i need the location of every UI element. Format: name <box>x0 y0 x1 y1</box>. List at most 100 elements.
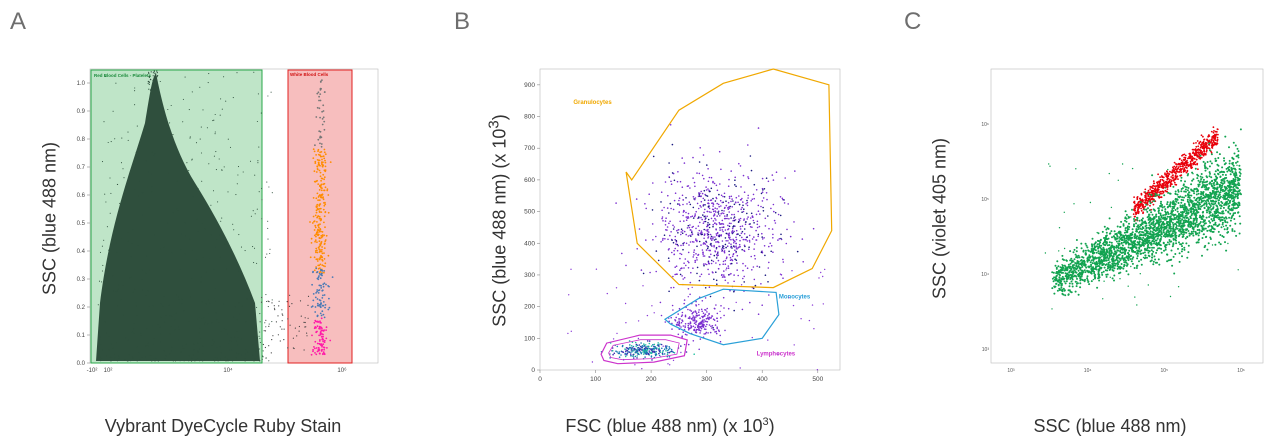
panel-b-data-point <box>671 304 674 307</box>
panel-a-data-point <box>103 239 105 241</box>
panel-b-data-point <box>570 268 572 270</box>
panel-b-data-point <box>783 202 786 204</box>
panel-c-data-point <box>1223 181 1226 184</box>
panel-c-data-point <box>1212 141 1215 143</box>
panel-b-data-point <box>700 244 702 246</box>
panel-a-data-point <box>152 305 154 307</box>
panel-b-y-axis-label-text: SSC (blue 488 nm) (x 10 <box>489 128 510 327</box>
panel-a-data-point <box>287 347 289 349</box>
panel-c-data-point <box>1151 187 1154 190</box>
panel-b-data-point <box>697 195 700 198</box>
panel-a-y-axis-label: SSC (blue 488 nm) <box>39 141 60 296</box>
panel-b-data-point <box>694 197 697 199</box>
panel-a-data-point <box>327 308 330 311</box>
panel-b-data-point <box>655 235 657 238</box>
panel-a-data-point <box>211 345 213 347</box>
panel-b-y-tick-label: 600 <box>524 177 535 184</box>
panel-a-data-point <box>318 210 321 213</box>
panel-c-data-point <box>1135 237 1138 240</box>
panel-a-data-point <box>321 110 323 113</box>
panel-b-data-point <box>731 259 734 262</box>
panel-b-data-point <box>735 245 737 247</box>
panel-a-data-point <box>298 325 300 328</box>
panel-c-data-point <box>1136 264 1139 267</box>
panel-c-data-point <box>1160 247 1163 250</box>
panel-b-data-point <box>724 329 726 332</box>
panel-c-data-point <box>1178 252 1181 255</box>
panel-b-data-point <box>712 210 715 213</box>
panel-a-data-point <box>315 209 318 212</box>
panel-b-data-point <box>698 161 701 163</box>
panel-a-data-point <box>148 305 150 308</box>
panel-c-data-point <box>1189 215 1192 218</box>
panel-b-gate-granulocytes <box>625 68 833 289</box>
panel-a-data-point <box>261 218 263 220</box>
panel-c-data-point <box>1151 174 1154 177</box>
panel-b-data-point <box>723 314 725 317</box>
panel-c-data-point <box>1190 183 1193 186</box>
panel-c-data-point <box>1236 160 1239 163</box>
panel-a-data-point <box>169 151 171 153</box>
panel-a-data-point <box>321 297 324 299</box>
panel-b-data-point <box>772 251 774 253</box>
panel-c-data-point <box>1186 169 1189 172</box>
panel-b-data-point <box>678 320 680 323</box>
panel-b-data-point <box>714 236 716 238</box>
panel-b-data-point <box>717 213 720 215</box>
panel-a-data-point <box>146 255 148 257</box>
panel-a-data-point <box>122 284 124 286</box>
panel-b-data-point <box>706 307 708 310</box>
panel-b-data-point <box>684 258 687 260</box>
panel-b-data-point <box>701 218 703 221</box>
panel-a-data-point <box>101 357 103 360</box>
panel-c-data-point <box>1187 251 1190 254</box>
panel-b-data-point <box>657 343 659 346</box>
panel-a-data-point <box>314 306 317 308</box>
panel-c-data-point <box>1189 220 1192 223</box>
panel-c-data-point <box>1146 236 1149 239</box>
panel-c-data-point <box>1126 263 1129 266</box>
panel-a-data-point <box>179 268 181 271</box>
panel-b-data-point <box>698 195 701 197</box>
panel-a-data-point <box>299 300 302 302</box>
panel-c-data-point <box>1140 258 1143 261</box>
panel-b-data-point <box>655 270 657 273</box>
panel-a-data-point <box>223 166 225 168</box>
panel-c-data-point <box>1057 283 1060 286</box>
panel-c-data-point <box>1111 255 1114 258</box>
panel-a-data-point <box>127 139 129 141</box>
panel-a-data-point <box>215 300 217 302</box>
panel-c-data-point <box>1203 138 1206 141</box>
panel-b-data-point <box>714 324 717 326</box>
panel-c-data-point <box>1128 249 1131 252</box>
panel-a-data-point <box>323 234 325 237</box>
panel-c-data-point <box>1140 263 1143 266</box>
panel-c-data-point <box>1062 293 1065 296</box>
panel-a-data-point <box>322 340 324 343</box>
panel-b-data-point <box>728 218 730 220</box>
panel-letter-a: A <box>10 8 27 35</box>
panel-c-data-point <box>1090 280 1093 283</box>
panel-a-data-point <box>237 174 239 176</box>
panel-a-data-point <box>317 247 320 249</box>
panel-b-data-point <box>767 215 769 217</box>
panel-c-data-point <box>1162 176 1165 179</box>
panel-b-data-point <box>732 200 734 202</box>
panel-a-data-point <box>192 354 194 356</box>
panel-a-data-point <box>130 276 132 278</box>
panel-b-data-point <box>698 229 701 232</box>
panel-c-data-point <box>1160 223 1163 226</box>
panel-c-data-point <box>1214 130 1217 133</box>
panel-b-data-point <box>722 245 724 247</box>
panel-b-data-point <box>772 203 775 206</box>
panel-a-data-point <box>318 284 321 287</box>
panel-b-data-point <box>710 237 712 239</box>
panel-a-data-point <box>307 304 309 306</box>
panel-a-data-point <box>174 360 177 362</box>
panel-c-data-point <box>1124 216 1127 219</box>
panel-c-data-point <box>1198 229 1201 232</box>
panel-b-data-point <box>700 233 703 236</box>
panel-c-data-point <box>1082 279 1084 282</box>
panel-a-data-point <box>214 298 216 300</box>
panel-b-data-point <box>749 223 751 225</box>
